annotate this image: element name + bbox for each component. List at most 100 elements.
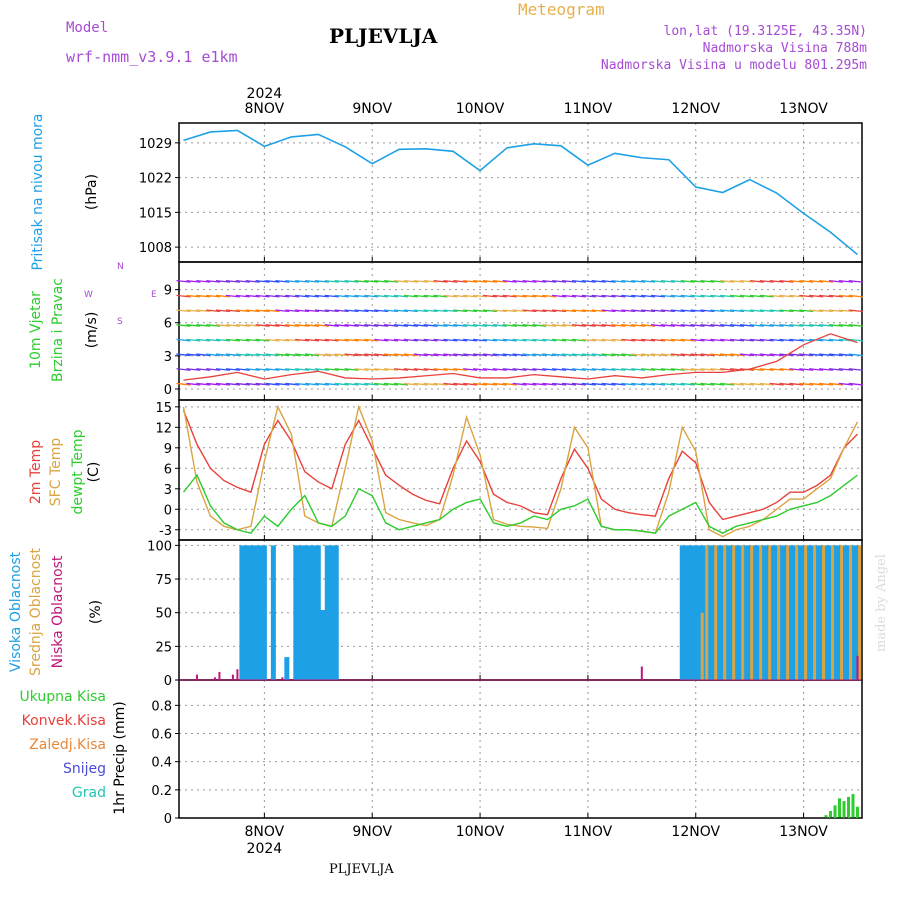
wind-arrow [334,353,349,357]
wind-arrow [710,280,725,283]
precip-bar [847,796,851,818]
cloud-bar [810,545,816,680]
wind-arrow [186,294,201,298]
precip-bar [856,806,860,818]
precip-legend-item: Konvek.Kisa [22,713,106,729]
wind-arrow [453,294,468,298]
wind-arrow [324,294,339,298]
cloud-bar [236,669,239,680]
wind-arrow [690,280,705,283]
wind-arrow [522,338,537,342]
wind-arrow [393,368,409,371]
wind-arrow [522,294,537,298]
cloud-low-label: Niska Oblacnost [50,555,66,668]
wind-arrow [710,294,725,298]
wind-arrow [561,280,577,283]
wind-arrow [838,280,853,283]
wind-arrow [591,368,606,371]
y-tick-label: 1015 [139,206,172,221]
wind-arrow [384,338,399,342]
wind-arrow [838,324,853,327]
wind-arrow [720,294,735,298]
wind-arrow [838,353,853,357]
wind-arrow [393,382,409,386]
wind-arrow [393,309,409,313]
wind-arrow [324,353,339,357]
wind-arrow [265,368,280,371]
wind-arrow [730,338,745,342]
wind-arrow [225,309,240,313]
wind-arrow [670,280,685,283]
cloud-bar [840,545,844,680]
wind-arrow [730,324,745,327]
wind-arrow [512,382,527,386]
y-tick-label: 3 [164,350,172,365]
wind-arrow [512,368,527,371]
wind-arrow [502,338,517,342]
wind-arrow [601,309,616,313]
wind-arrow [403,338,418,342]
wind-arrow [601,338,616,342]
cloud-bar [284,657,290,680]
wind-arrow [700,294,715,298]
wind-arrow [393,324,409,327]
wind-arrow [621,353,636,357]
wind-arrow [304,324,320,327]
wind-arrow [730,294,745,298]
wind-arrow [512,280,527,283]
wind-arrow [769,324,784,327]
wind-arrow [650,294,666,298]
wind-arrow [690,353,705,357]
x-tick-label-top: 12NOV [671,101,720,117]
cloud-bar [760,545,766,680]
y-tick-label: 1022 [139,172,172,187]
wind-arrow [285,309,300,313]
station-title: PLJEVLJA [329,24,438,48]
wind-arrow [532,368,547,371]
wind-arrow [393,338,409,342]
pressure-line [183,129,859,256]
wind-arrow [650,324,666,327]
wind-arrow [472,368,488,371]
wind-barbs [176,280,863,386]
wind-arrow [235,338,250,342]
wind-arrow [660,280,675,283]
wind-arrow [324,382,339,386]
wind-arrow [700,324,715,327]
cloud-bar [756,545,762,680]
y-tick-label: 50 [155,607,172,622]
cloud-bar [801,545,807,680]
wind-arrow [334,294,349,298]
wind-arrow [720,368,735,371]
model-name: wrf-nmm_v3.9.1 e1km [66,48,238,66]
wind-arrow [769,382,784,386]
wind-arrow [660,324,675,327]
cloud-bar [769,545,775,680]
wind-arrow [186,368,201,371]
wind-arrow [581,324,596,327]
wind-arrow [215,309,231,313]
y-tick-label: 15 [155,401,172,416]
wind-arrow [344,324,359,327]
wind-arrow [561,324,577,327]
cloud-bar [792,545,798,680]
wind-arrow [700,382,715,386]
wind-arrow [532,309,547,313]
wind-arrow [680,309,695,313]
cloud-bar [723,545,727,680]
wind-arrow [176,353,191,357]
wind-arrow [561,294,577,298]
precip-bar [838,798,842,818]
wind-arrow [324,324,339,327]
wind-arrow [482,280,498,283]
wind-arrow [463,338,478,342]
y-tick-label: 0 [164,674,172,689]
wind-arrow [413,338,428,342]
wind-arrow [334,309,349,313]
wind-arrow [384,309,399,313]
dewpt-label: dewpt Temp [70,429,86,514]
wind-arrow [532,382,547,386]
wind-arrow [482,324,498,327]
wind-arrow [196,368,211,371]
